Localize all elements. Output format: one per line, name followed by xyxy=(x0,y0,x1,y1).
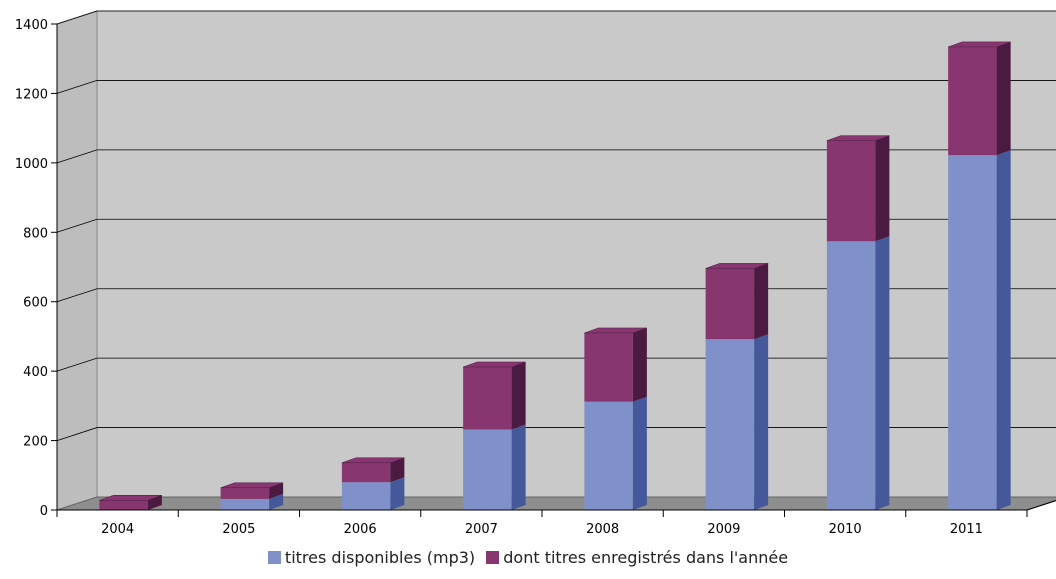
floor xyxy=(56,496,1056,511)
y-tick-labels: 0 200 400 600 800 1000 1200 1400 xyxy=(15,18,48,519)
bar-top-2007 xyxy=(463,361,526,368)
x-tick-label: 2009 xyxy=(707,522,740,537)
legend-label-available: titres disponibles (mp3) xyxy=(284,548,476,567)
x-tick-label: 2005 xyxy=(222,522,255,537)
chart-walls xyxy=(56,10,1056,511)
bar-available-2007 xyxy=(463,429,512,510)
x-tick-label: 2004 xyxy=(101,522,134,537)
bar-side-2004-1 xyxy=(147,495,162,510)
bar-side-2007-0 xyxy=(511,424,526,510)
gridline xyxy=(56,149,1056,164)
gridline xyxy=(56,80,1056,94)
bar-available-2011 xyxy=(948,155,997,510)
bar-side-2011-0 xyxy=(996,150,1011,510)
bar-top-2009 xyxy=(705,263,769,269)
bar-available-2008 xyxy=(584,401,633,510)
bar-side-2009-0 xyxy=(754,334,769,510)
bar-available-2009 xyxy=(705,339,755,510)
bar-recorded-2006 xyxy=(341,462,391,483)
bar-available-2006 xyxy=(341,482,391,510)
gridlines xyxy=(56,10,1056,441)
bar-recorded-2005 xyxy=(220,487,270,499)
legend-item-recorded: dont titres enregistrés dans l'année xyxy=(486,548,788,567)
y-tick-label: 800 xyxy=(23,226,48,241)
bar-top-2005 xyxy=(220,482,284,489)
bar-side-2011-1 xyxy=(996,41,1011,156)
bar-recorded-2007 xyxy=(463,366,512,430)
y-tick-label: 1200 xyxy=(15,87,48,102)
bars xyxy=(99,41,1011,510)
y-tick-label: 0 xyxy=(40,504,48,519)
x-tick-label: 2011 xyxy=(950,522,983,537)
x-tick-labels: 2004 2005 2006 2007 2008 2009 2010 2011 xyxy=(101,522,983,537)
gridline xyxy=(56,218,1056,233)
x-tick-label: 2006 xyxy=(344,522,377,537)
bar-top-2010 xyxy=(826,135,890,141)
bar-side-2005-0 xyxy=(269,493,284,510)
bar-side-2006-0 xyxy=(390,477,405,510)
x-axis-depth xyxy=(1026,500,1056,511)
x-tick-label: 2008 xyxy=(586,522,619,537)
legend-item-available: titres disponibles (mp3) xyxy=(267,548,476,567)
bar-recorded-2010 xyxy=(826,140,876,242)
bar-side-2010-0 xyxy=(875,236,890,510)
bar-top-2011 xyxy=(948,41,1011,48)
back-wall xyxy=(96,10,1056,498)
bar-top-2004 xyxy=(99,495,162,501)
gridline xyxy=(56,10,1056,25)
side-wall xyxy=(56,10,98,511)
y-tick-label: 200 xyxy=(23,435,48,450)
bar-top-2006 xyxy=(341,457,405,464)
y-tick-label: 1000 xyxy=(15,157,48,172)
bar-recorded-2011 xyxy=(948,46,997,156)
legend: titres disponibles (mp3) dont titres enr… xyxy=(0,548,1056,568)
bar-side-2005-1 xyxy=(269,482,284,499)
y-tick-label: 400 xyxy=(23,365,48,380)
legend-label-recorded: dont titres enregistrés dans l'année xyxy=(503,548,789,567)
bar-side-2007-1 xyxy=(511,361,526,430)
legend-swatch-recorded xyxy=(486,551,500,564)
y-tick-label: 1400 xyxy=(15,18,48,33)
legend-swatch-available xyxy=(267,551,281,564)
bar-side-2008-0 xyxy=(632,396,647,510)
bar-recorded-2008 xyxy=(584,332,633,402)
bar-side-2010-1 xyxy=(875,135,890,242)
bar-top-2008 xyxy=(584,327,647,334)
x-tick-label: 2010 xyxy=(829,522,862,537)
bar-side-2006-1 xyxy=(390,457,405,483)
bar-recorded-2004 xyxy=(99,500,148,510)
bar-side-2009-1 xyxy=(754,263,769,340)
axes xyxy=(51,23,1056,517)
bar-available-2005 xyxy=(220,498,270,510)
bar-side-2008-1 xyxy=(632,327,647,402)
y-tick-label: 600 xyxy=(23,296,48,311)
bar-available-2010 xyxy=(826,241,876,510)
x-tick-label: 2007 xyxy=(465,522,498,537)
bar-recorded-2009 xyxy=(705,268,755,340)
